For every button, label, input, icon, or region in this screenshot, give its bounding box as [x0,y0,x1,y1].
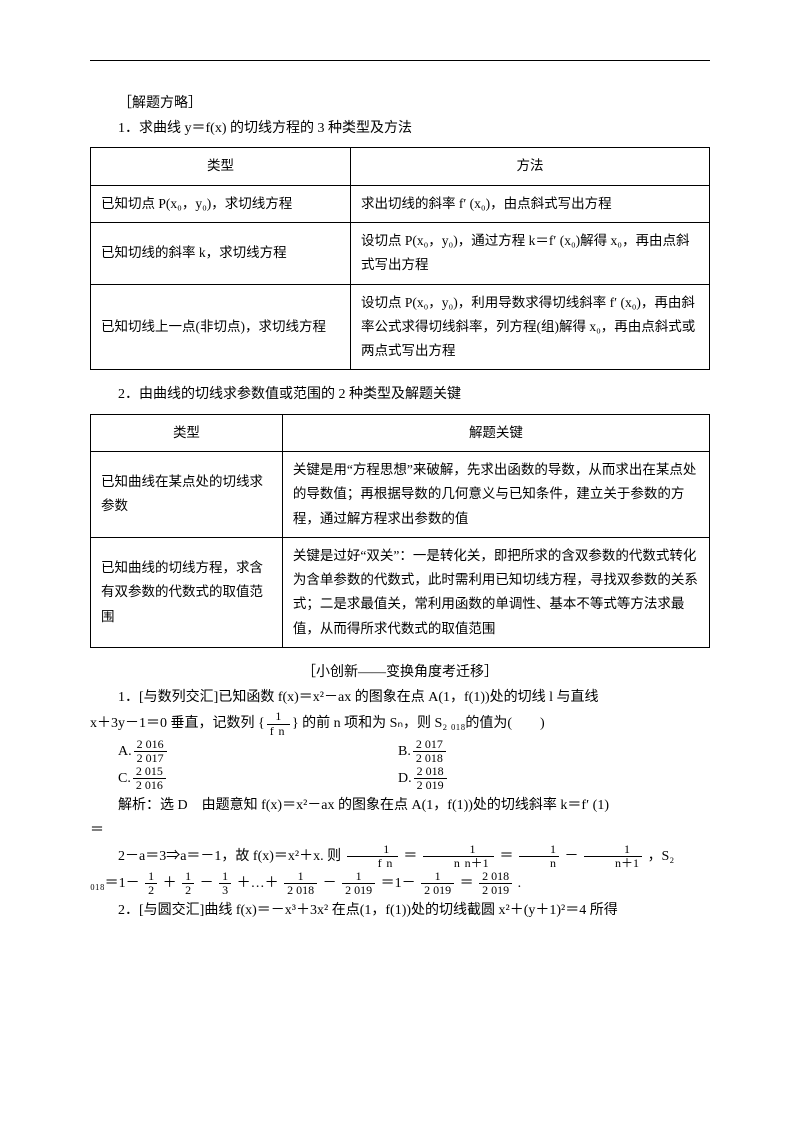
q1-solution-line1: 解析：选 D 由题意知 f(x)＝x²－ax 的图象在点 A(1，f(1))处的… [90,793,710,818]
choice-C: C.2 0152 016 [118,765,398,792]
table-row: 已知切线上一点(非切点)，求切线方程 设切点 P(x₀，y₀)，利用导数求得切线… [91,284,710,370]
right-brace-icon: } [292,711,299,736]
cell: 求出切线的斜率 f′ (x₀)，由点斜式写出方程 [350,185,709,222]
cell: 关键是用“方程思想”来破解，先求出函数的导数，从而求出在某点处的导数值；再根据导… [282,451,709,537]
table-row: 已知切线的斜率 k，求切线方程 设切点 P(x₀，y₀)，通过方程 k＝f′ (… [91,222,710,284]
fraction: 2 0182 019 [479,870,512,897]
fraction: 12 [145,870,157,897]
fraction: 1f n [347,843,398,870]
table-row: 已知切点 P(x₀，y₀)，求切线方程 求出切线的斜率 f′ (x₀)，由点斜式… [91,185,710,222]
heading-1: 1．求曲线 y＝f(x) 的切线方程的 3 种类型及方法 [90,116,710,141]
th-type: 类型 [91,148,351,185]
fraction: 13 [219,870,231,897]
cell: 设切点 P(x₀，y₀)，利用导数求得切线斜率 f′ (x₀)，再由斜率公式求得… [350,284,709,370]
cell: 已知曲线在某点处的切线求参数 [91,451,283,537]
cell: 已知切线上一点(非切点)，求切线方程 [91,284,351,370]
fraction: 1n n＋1 [423,843,494,870]
q1-solution-line3: ₀₁₈＝1－ 12 ＋ 12 － 13 ＋…＋ 12 018 － 12 019 … [90,870,710,897]
cell: 已知切点 P(x₀，y₀)，求切线方程 [91,185,351,222]
choice-B: B.2 0172 018 [398,738,678,765]
th-type: 类型 [91,414,283,451]
th-method: 方法 [350,148,709,185]
fraction: 1f n [267,710,290,737]
q1-solution-eq: ＝ [90,818,710,843]
q1-stem-line2: x＋3y－1＝0 垂直，记数列 {1f n } 的前 n 项和为 Sₙ，则 S₂… [90,710,710,737]
cell: 已知切线的斜率 k，求切线方程 [91,222,351,284]
cell: 已知曲线的切线方程，求含有双参数的代数式的取值范围 [91,537,283,647]
th-key: 解题关键 [282,414,709,451]
table-row: 类型 解题关键 [91,414,710,451]
choice-A: A.2 0162 017 [118,738,398,765]
fraction: 1n [519,843,559,870]
fraction: 12 018 [284,870,317,897]
table-row: 类型 方法 [91,148,710,185]
q2-stem: 2．[与圆交汇]曲线 f(x)＝－x³＋3x² 在点(1，f(1))处的切线截圆… [90,898,710,923]
fraction: 12 [182,870,194,897]
section-label-2: ［小创新——变换角度考迁移］ [90,660,710,685]
q1-stem-suffix: 的前 n 项和为 Sₙ，则 S₂ ₀₁₈的值为( ) [302,716,545,731]
table-param-types: 类型 解题关键 已知曲线在某点处的切线求参数 关键是用“方程思想”来破解，先求出… [90,414,710,648]
fraction: 12 019 [342,870,375,897]
cell: 设切点 P(x₀，y₀)，通过方程 k＝f′ (x₀)解得 x₀，再由点斜式写出… [350,222,709,284]
choice-D: D.2 0182 019 [398,765,678,792]
q1-stem-prefix: x＋3y－1＝0 垂直，记数列 [90,716,255,731]
heading-2: 2．由曲线的切线求参数值或范围的 2 种类型及解题关键 [90,382,710,407]
q1-stem-line1: 1．[与数列交汇]已知函数 f(x)＝x²－ax 的图象在点 A(1，f(1))… [90,685,710,710]
table-tangent-types: 类型 方法 已知切点 P(x₀，y₀)，求切线方程 求出切线的斜率 f′ (x₀… [90,147,710,370]
cell: 关键是过好“双关”：一是转化关，即把所求的含双参数的代数式转化为含单参数的代数式… [282,537,709,647]
q1-choices: A.2 0162 017 B.2 0172 018 C.2 0152 016 D… [118,738,710,793]
table-row: 已知曲线的切线方程，求含有双参数的代数式的取值范围 关键是过好“双关”：一是转化… [91,537,710,647]
table-row: 已知曲线在某点处的切线求参数 关键是用“方程思想”来破解，先求出函数的导数，从而… [91,451,710,537]
fraction: 12 019 [421,870,454,897]
fraction: 1n＋1 [584,843,642,870]
left-brace-icon: { [258,711,265,736]
section-label-1: ［解题方略］ [90,91,710,116]
page-top-rule [90,60,710,61]
q1-solution-line2: 2－a＝3⇒a＝－1，故 f(x)＝x²＋x. 则 1f n ＝ 1n n＋1 … [90,843,710,870]
